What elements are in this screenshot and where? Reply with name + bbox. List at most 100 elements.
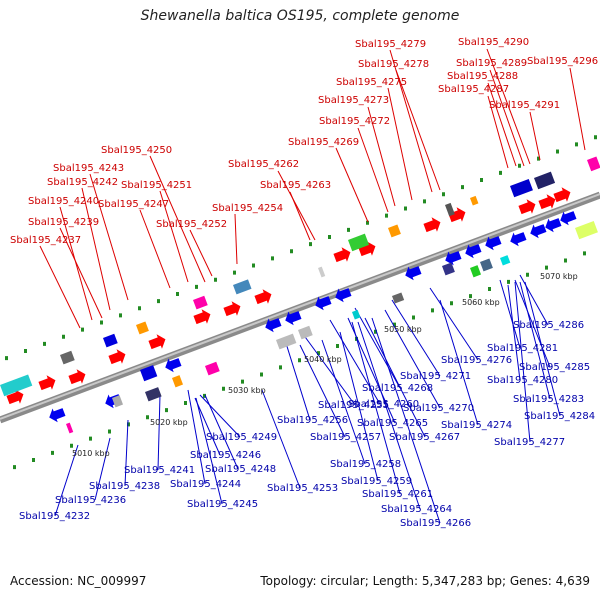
leader-line xyxy=(487,82,517,167)
leader-line xyxy=(339,331,379,482)
forward-gene-arrow xyxy=(68,369,86,385)
leader-line xyxy=(195,397,223,505)
scale-dot xyxy=(222,386,225,391)
leader-line xyxy=(387,87,413,201)
orange-gene-block xyxy=(172,375,184,388)
scale-dot xyxy=(404,206,407,211)
top-leader-lines xyxy=(39,48,586,329)
kbp-label: 5030 kbp xyxy=(228,386,266,395)
blue-gene-block xyxy=(103,333,118,348)
gene-label: Sbal195_4278 xyxy=(358,59,429,70)
scale-dot xyxy=(374,329,377,334)
scale-dot xyxy=(366,220,369,225)
gene-label: Sbal195_4254 xyxy=(212,203,283,214)
magenta-gene-block xyxy=(193,295,208,310)
leader-line xyxy=(507,284,521,381)
scale-dot xyxy=(252,263,255,268)
leader-line xyxy=(357,321,421,510)
leader-line xyxy=(395,69,441,191)
leader-line xyxy=(569,67,586,151)
scale-dot xyxy=(431,308,434,313)
scale-dot xyxy=(195,284,198,289)
leader-line xyxy=(384,309,441,409)
scale-dot xyxy=(564,258,567,263)
leader-line xyxy=(149,155,206,283)
leader-line xyxy=(487,95,509,169)
leader-line xyxy=(204,394,239,470)
cyan-gene-block xyxy=(500,255,511,266)
gene-label: Sbal195_4289 xyxy=(456,58,527,69)
gray-gene-block xyxy=(318,266,326,278)
navy-gene-block xyxy=(144,387,162,402)
scale-dot xyxy=(62,334,65,339)
scale-dot xyxy=(526,272,529,277)
forward-gene-arrow xyxy=(38,375,56,391)
scale-dot xyxy=(260,372,263,377)
scale-dot xyxy=(575,142,578,147)
leader-line xyxy=(364,317,426,438)
gene-label: Sbal195_4246 xyxy=(190,450,261,461)
reverse-gene-arrow xyxy=(510,232,527,247)
leader-line xyxy=(139,209,171,289)
kbp-label: 5060 kbp xyxy=(462,298,500,307)
scale-dot xyxy=(176,292,179,296)
lime-gene-block xyxy=(574,220,598,240)
gene-label: Sbal195_4257 xyxy=(310,432,381,443)
gene-label: Sbal195_4266 xyxy=(400,518,471,529)
forward-gene-arrow xyxy=(223,301,241,317)
gray-gene-block xyxy=(298,325,313,340)
backbone-highlight xyxy=(0,193,600,420)
gene-label: Sbal195_4277 xyxy=(494,437,565,448)
forward-gene-arrow xyxy=(358,241,376,257)
leader-line xyxy=(54,444,79,517)
leader-line xyxy=(367,106,396,207)
gene-label: Sbal195_4262 xyxy=(228,159,299,170)
kbp-label: 5020 kbp xyxy=(150,418,188,427)
gene-label: Sbal195_4271 xyxy=(400,371,471,382)
gene-label: Sbal195_4287 xyxy=(438,84,509,95)
leader-line xyxy=(187,389,206,485)
scale-dot xyxy=(290,249,293,254)
gene-label: Sbal195_4256 xyxy=(277,415,348,426)
leader-line xyxy=(357,127,389,213)
scale-dot xyxy=(100,320,103,325)
scale-dot xyxy=(412,315,415,320)
scale-dot xyxy=(127,422,130,427)
scale-dot xyxy=(583,251,586,256)
gene-label: Sbal195_4238 xyxy=(89,481,160,492)
gene-label: Sbal195_4284 xyxy=(524,411,595,422)
blue-gene-block xyxy=(140,365,158,382)
gray-gene-block xyxy=(275,333,297,350)
bottom-leader-lines xyxy=(54,274,561,524)
forward-gene-arrow xyxy=(553,187,571,203)
gene-label: Sbal195_4272 xyxy=(319,116,390,127)
gene-label: Sbal195_4268 xyxy=(362,383,433,394)
gene-label: Sbal195_4280 xyxy=(487,375,558,386)
gene-label: Sbal195_4258 xyxy=(330,459,401,470)
gene-label: Sbal195_4288 xyxy=(447,71,518,82)
gene-label: Sbal195_4247 xyxy=(98,199,169,210)
blue-gene-block xyxy=(510,178,533,198)
scale-dot xyxy=(309,242,312,247)
scale-dot xyxy=(51,450,54,455)
scale-dot xyxy=(518,163,521,168)
kbp-label: 5050 kbp xyxy=(384,325,422,334)
reverse-gene-arrow xyxy=(485,236,502,251)
leader-line xyxy=(354,307,401,389)
scale-dot xyxy=(442,192,445,197)
leader-line xyxy=(59,227,103,319)
gene-label: Sbal195_4281 xyxy=(487,343,558,354)
leader-line xyxy=(194,397,221,456)
gene-label: Sbal195_4285 xyxy=(519,362,590,373)
forward-gene-arrow xyxy=(6,389,24,405)
reverse-gene-arrow xyxy=(285,311,302,326)
scale-dots xyxy=(5,135,597,470)
dark-gene-block xyxy=(445,202,455,217)
scale-dot xyxy=(298,358,301,363)
kbp-label: 5010 kbp xyxy=(72,449,110,458)
scale-dot xyxy=(233,270,236,275)
scale-dot xyxy=(450,301,453,306)
scale-dot xyxy=(347,227,350,232)
gene-label: Sbal195_4263 xyxy=(260,180,331,191)
gene-label: Sbal195_4267 xyxy=(389,432,460,443)
